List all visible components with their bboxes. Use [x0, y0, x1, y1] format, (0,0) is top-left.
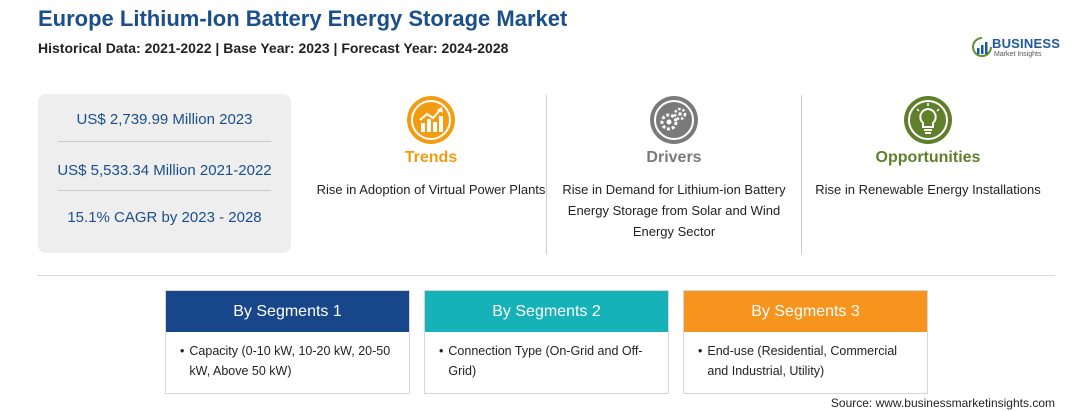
section-divider [38, 275, 1055, 276]
logo-mark-icon [972, 37, 992, 57]
source-credit: Source: www.businessmarketinsights.com [830, 396, 1055, 410]
trend-chart-icon [407, 96, 455, 144]
feature-drivers: Drivers Rise in Demand for Lithium-ion B… [559, 95, 789, 255]
segment-1-title: By Segments 1 [166, 291, 409, 332]
stat-market-size-2023: US$ 2,739.99 Million 2023 [76, 111, 253, 128]
stats-panel: US$ 2,739.99 Million 2023 US$ 5,533.34 M… [38, 94, 291, 253]
gears-icon [650, 96, 698, 144]
segment-3-text: End-use (Residential, Commercial and Ind… [707, 344, 898, 378]
page-subtitle: Historical Data: 2021-2022 | Base Year: … [38, 40, 509, 56]
page-title: Europe Lithium-Ion Battery Energy Storag… [38, 6, 568, 31]
lightbulb-icon [904, 96, 952, 144]
segment-2-title: By Segments 2 [425, 291, 668, 332]
stat-cagr: 15.1% CAGR by 2023 - 2028 [67, 209, 262, 226]
segment-1-text: Capacity (0-10 kW, 10-20 kW, 20-50 kW, A… [189, 344, 391, 378]
segment-card-1: By Segments 1 • Capacity (0-10 kW, 10-20… [165, 290, 410, 394]
stat-divider [58, 141, 271, 142]
segment-3-title: By Segments 3 [684, 291, 927, 332]
segment-card-3: By Segments 3 • End-use (Residential, Co… [683, 290, 928, 394]
feature-trends-text: Rise in Adoption of Virtual Power Plants [316, 182, 546, 197]
logo-tagline: Market Insights [994, 51, 1042, 58]
feature-drivers-text: Rise in Demand for Lithium-ion Battery E… [562, 182, 786, 239]
bullet-icon: • [439, 344, 444, 358]
stat-market-size-historical: US$ 5,533.34 Million 2021-2022 [57, 162, 272, 179]
feature-trends-title: Trends [404, 149, 458, 166]
feature-trends: Trends Rise in Adoption of Virtual Power… [316, 95, 546, 255]
column-divider [801, 95, 802, 255]
bullet-icon: • [698, 344, 703, 358]
bullet-icon: • [180, 344, 185, 358]
feature-opportunities-text: Rise in Renewable Energy Installations [815, 182, 1041, 197]
feature-opportunities-title: Opportunities [875, 149, 981, 166]
segment-card-2: By Segments 2 • Connection Type (On-Grid… [424, 290, 669, 394]
feature-drivers-title: Drivers [646, 149, 702, 166]
logo-name: BUSINESS [992, 36, 1061, 51]
segment-2-text: Connection Type (On-Grid and Off-Grid) [448, 344, 643, 378]
brand-logo: BUSINESS Market Insights [972, 34, 1062, 62]
feature-opportunities: Opportunities Rise in Renewable Energy I… [813, 95, 1043, 255]
column-divider [546, 95, 547, 255]
stat-divider [58, 190, 271, 191]
